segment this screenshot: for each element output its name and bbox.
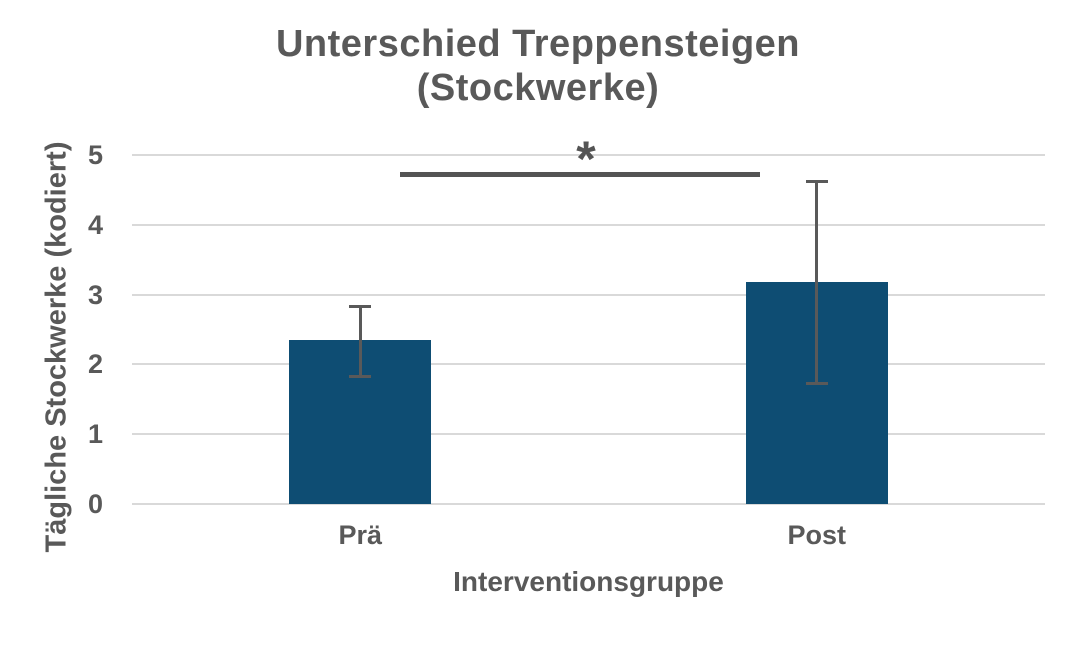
- chart-title-line1: Unterschied Treppensteigen: [275, 23, 800, 65]
- y-tick-label-4: 4: [87, 209, 103, 240]
- error-bar-cap-top-post: [805, 180, 828, 184]
- gridline-y-1: [132, 433, 1045, 436]
- error-bar-cap-bottom-prä: [349, 374, 372, 378]
- chart-title-line2: (Stockwerke): [416, 67, 660, 109]
- y-tick-label-5: 5: [87, 140, 103, 170]
- gridline-y-4: [132, 223, 1045, 226]
- error-bar-line-prä: [358, 305, 362, 378]
- y-axis-tick-labels: 5 4 3 2 1 0: [0, 140, 103, 519]
- chart-title: Unterschied Treppensteigen (Stockwerke): [0, 22, 1076, 110]
- error-bar-cap-bottom-post: [805, 382, 828, 386]
- y-tick-label-1: 1: [87, 419, 103, 450]
- plot-area: *: [132, 134, 1045, 505]
- significance-asterisk: *: [576, 131, 596, 187]
- significance-line: [400, 172, 760, 177]
- gridline-y-0: [132, 503, 1045, 505]
- y-tick-label-2: 2: [87, 349, 103, 380]
- error-bar-cap-top-prä: [349, 305, 372, 309]
- x-tick-label-post: Post: [787, 520, 846, 550]
- gridline-y-3: [132, 293, 1045, 296]
- y-tick-label-0: 0: [87, 489, 103, 519]
- error-bar-line-post: [815, 180, 819, 386]
- gridline-y-5: [132, 154, 1045, 156]
- x-tick-label-prä: Prä: [338, 520, 383, 550]
- x-axis-tick-labels: Prä Post: [132, 517, 1045, 557]
- x-axis-label: Interventionsgruppe: [453, 566, 724, 597]
- y-tick-label-3: 3: [87, 279, 103, 310]
- gridline-y-2: [132, 363, 1045, 366]
